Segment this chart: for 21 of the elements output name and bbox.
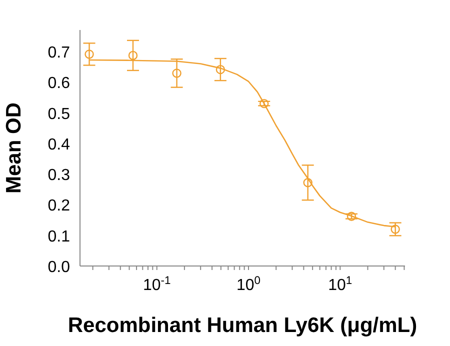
point	[216, 64, 226, 74]
y-tick-label: 0.5	[48, 106, 70, 123]
point	[303, 178, 312, 188]
y-axis-title: Mean OD	[2, 102, 26, 194]
point	[128, 50, 138, 60]
x-tick-label: 10$^{0}$	[236, 275, 261, 294]
point	[390, 224, 400, 234]
y-tick-label: 0.4	[48, 136, 70, 154]
y-tick-label: 0.6	[48, 75, 70, 92]
x-tick-label: 10$^{-1}$	[142, 275, 171, 294]
x-tick-label: 10$^{1}$	[328, 275, 352, 294]
y-tick-label: 0.7	[48, 44, 70, 62]
y-tick-label: 0.2	[48, 198, 70, 215]
point	[346, 212, 356, 221]
y-tick-label: 0.0	[48, 259, 70, 276]
x-axis-title: Recombinant Human Ly6K (μg/mL)	[68, 314, 418, 337]
y-tick-label: 0.1	[48, 228, 70, 246]
point	[84, 50, 94, 59]
point	[172, 68, 182, 78]
y-tick-label: 0.3	[48, 167, 70, 184]
point	[260, 98, 269, 108]
